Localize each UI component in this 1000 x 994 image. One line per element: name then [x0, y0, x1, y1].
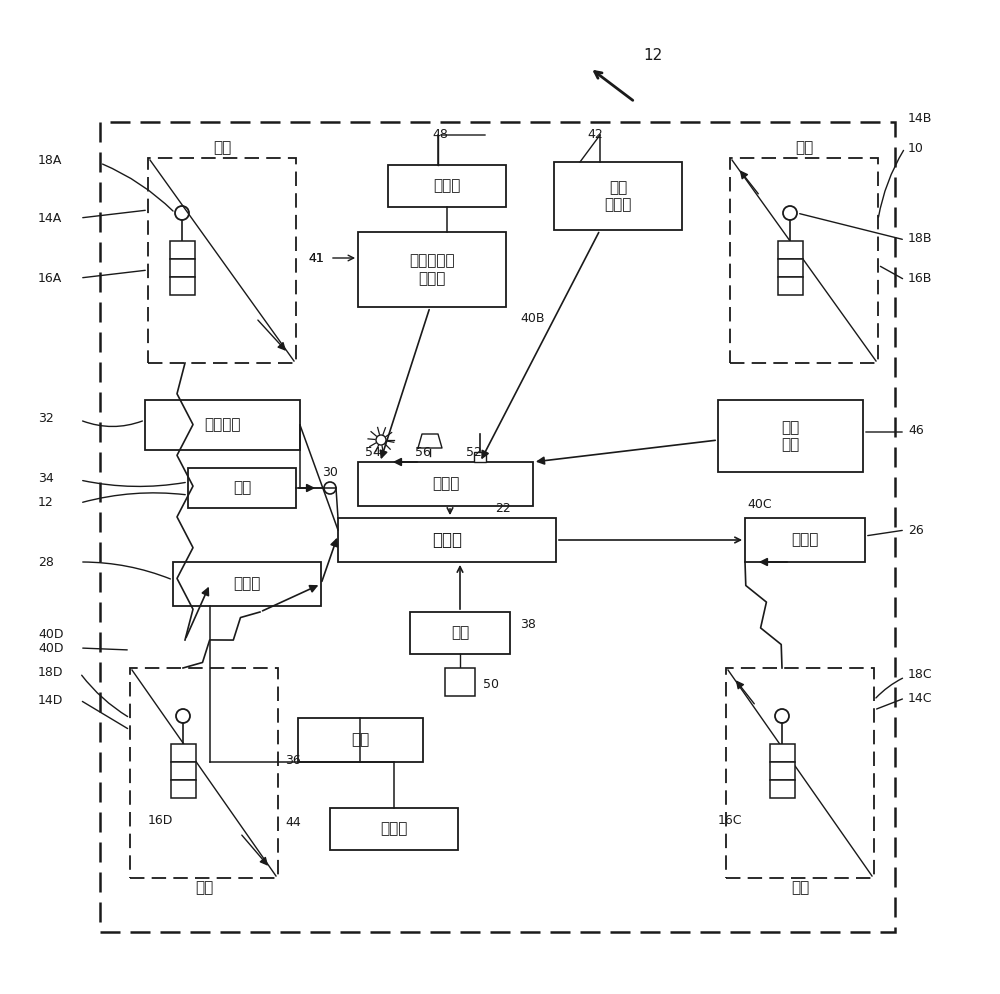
Bar: [171, 762, 196, 780]
Bar: [770, 780, 795, 798]
Text: 右前: 右前: [795, 140, 813, 155]
Text: 50: 50: [483, 679, 499, 692]
Text: 56: 56: [415, 445, 431, 458]
Text: 温度: 温度: [233, 480, 251, 495]
Bar: [718, 400, 863, 472]
Bar: [330, 808, 458, 850]
Bar: [410, 612, 510, 654]
Text: 14A: 14A: [38, 212, 62, 225]
Text: 12: 12: [643, 48, 662, 63]
Text: 44: 44: [285, 815, 301, 829]
Bar: [171, 780, 196, 798]
Text: 存储器: 存储器: [791, 533, 819, 548]
Bar: [358, 462, 533, 506]
Bar: [730, 158, 878, 363]
Text: 18B: 18B: [908, 232, 932, 245]
Text: 32: 32: [38, 412, 54, 424]
Text: 36: 36: [285, 753, 301, 766]
Bar: [148, 158, 296, 363]
Text: 18D: 18D: [38, 666, 64, 679]
Text: 16C: 16C: [718, 813, 742, 826]
Text: 制动器踏板
传感器: 制动器踏板 传感器: [409, 253, 455, 285]
Bar: [130, 668, 278, 878]
Text: 右后: 右后: [791, 881, 809, 896]
Text: 14B: 14B: [908, 111, 932, 124]
Bar: [170, 259, 195, 277]
Bar: [171, 744, 196, 762]
Bar: [170, 277, 195, 295]
Text: 42: 42: [587, 128, 603, 141]
Text: 40D: 40D: [38, 641, 64, 654]
Text: 38: 38: [520, 618, 536, 631]
Text: 41: 41: [308, 251, 324, 264]
Bar: [778, 277, 803, 295]
Bar: [745, 518, 865, 562]
Text: 28: 28: [38, 556, 54, 569]
Text: 52: 52: [466, 445, 482, 458]
Text: 16B: 16B: [908, 271, 932, 284]
Bar: [778, 241, 803, 259]
Bar: [770, 744, 795, 762]
Text: 距离: 距离: [351, 733, 370, 747]
Bar: [170, 241, 195, 259]
Text: 22: 22: [495, 502, 511, 515]
Text: 左前: 左前: [213, 140, 231, 155]
Text: 14D: 14D: [38, 694, 63, 707]
Text: 点火
传感器: 点火 传感器: [604, 180, 632, 212]
Bar: [188, 468, 296, 508]
Text: 30: 30: [322, 465, 338, 478]
Text: 41: 41: [308, 251, 324, 264]
Text: 计数器: 计数器: [433, 179, 461, 194]
Text: 10: 10: [908, 141, 924, 154]
Text: 40B: 40B: [520, 311, 544, 324]
Text: 计时器: 计时器: [380, 821, 408, 837]
Bar: [778, 259, 803, 277]
Text: 40D: 40D: [38, 628, 64, 641]
Text: 34: 34: [38, 471, 54, 484]
Text: 14C: 14C: [908, 692, 932, 705]
Bar: [100, 122, 895, 932]
Text: 46: 46: [908, 423, 924, 436]
Bar: [145, 400, 300, 450]
Bar: [173, 562, 321, 606]
Bar: [338, 518, 556, 562]
Text: 26: 26: [908, 524, 924, 537]
Bar: [388, 165, 506, 207]
Text: 40C: 40C: [747, 498, 772, 511]
Bar: [726, 668, 874, 878]
Text: 48: 48: [432, 128, 448, 141]
Bar: [474, 452, 486, 462]
Text: 接收器: 接收器: [233, 577, 261, 591]
Text: 16D: 16D: [148, 813, 173, 826]
Text: 54: 54: [365, 445, 381, 458]
Text: 18A: 18A: [38, 153, 62, 167]
Text: 指示器: 指示器: [432, 476, 459, 491]
Text: 控制器: 控制器: [432, 531, 462, 549]
Text: 左后: 左后: [195, 881, 213, 896]
Bar: [358, 232, 506, 307]
Text: 大气压强: 大气压强: [204, 417, 241, 432]
Bar: [445, 668, 475, 696]
Polygon shape: [418, 434, 442, 448]
Text: 速度: 速度: [451, 625, 469, 640]
Text: 遥测
系统: 遥测 系统: [781, 419, 800, 452]
Text: 18C: 18C: [908, 669, 933, 682]
Bar: [554, 162, 682, 230]
Bar: [298, 718, 423, 762]
Text: 12: 12: [38, 495, 54, 509]
Text: 16A: 16A: [38, 271, 62, 284]
Bar: [770, 762, 795, 780]
